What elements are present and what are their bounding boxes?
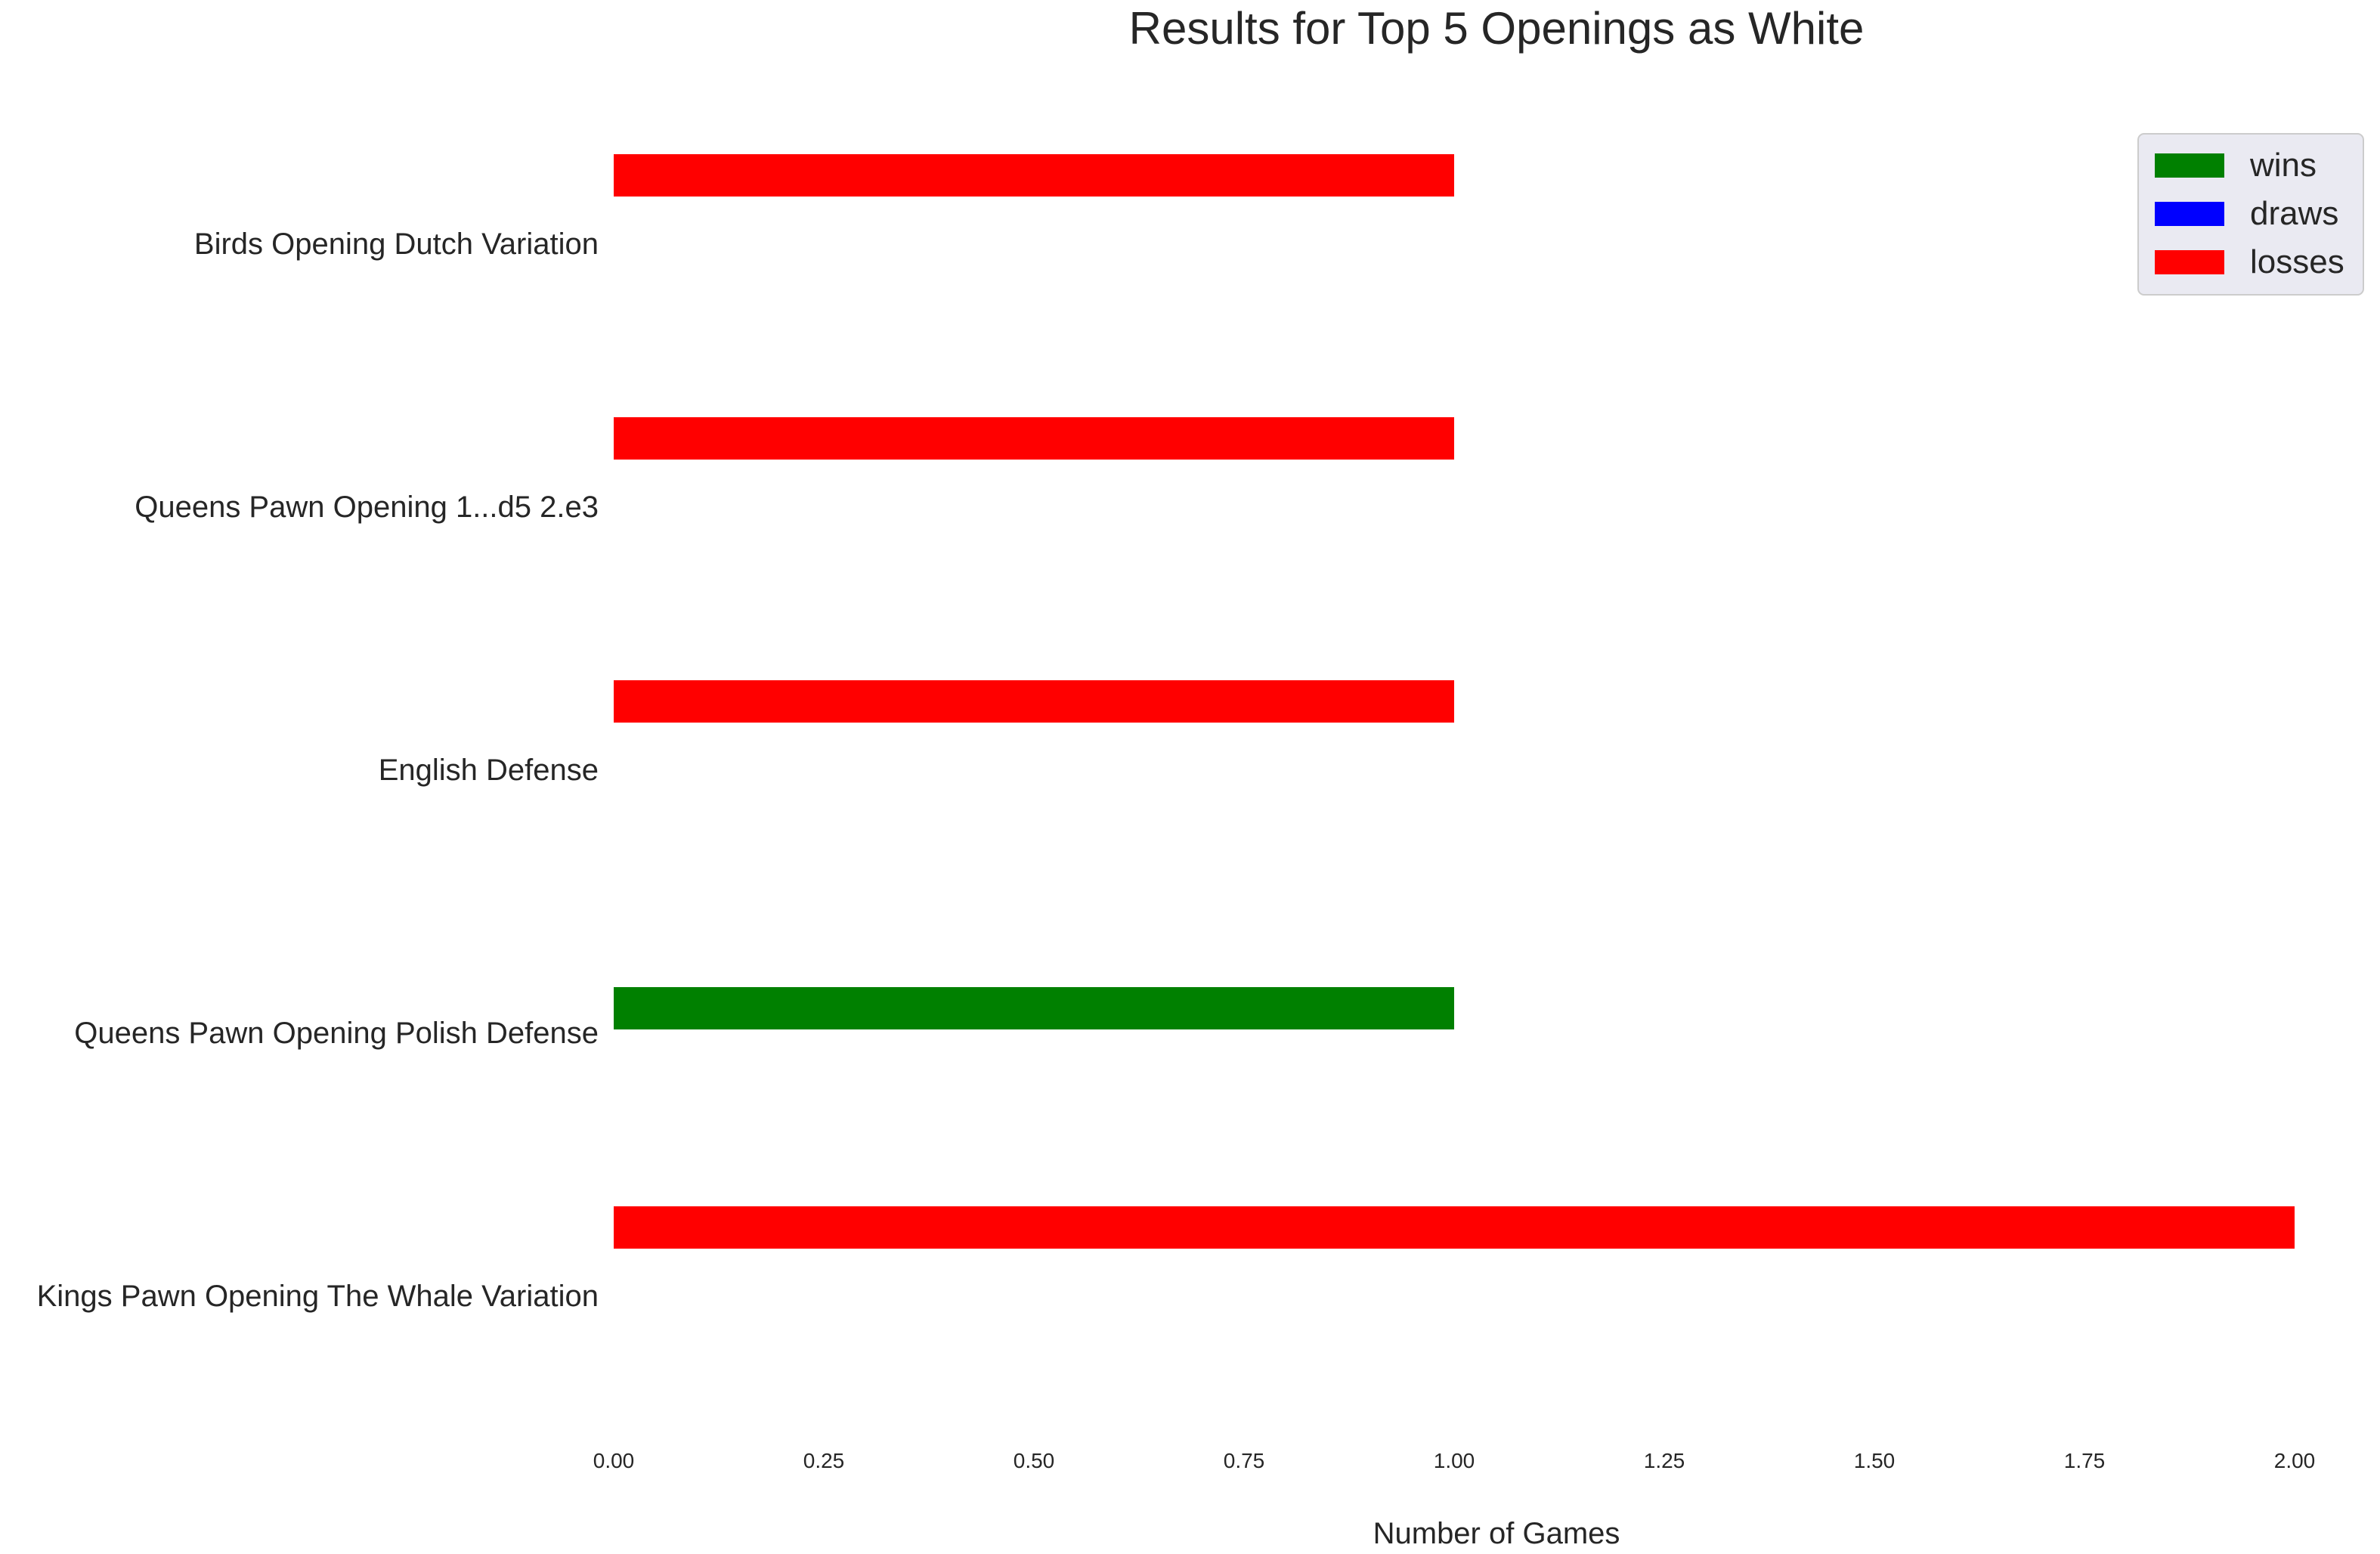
bar-losses-2 bbox=[614, 680, 1454, 723]
legend: wins draws losses bbox=[2137, 133, 2364, 296]
legend-label-wins: wins bbox=[2249, 147, 2317, 184]
legend-swatch-draws bbox=[2155, 202, 2224, 226]
bar-losses-1 bbox=[614, 417, 1454, 460]
legend-swatch-losses bbox=[2155, 250, 2224, 274]
x-tick-label: 2.00 bbox=[2274, 1449, 2316, 1472]
x-tick-label: 0.50 bbox=[1014, 1449, 1055, 1472]
legend-label-draws: draws bbox=[2250, 195, 2338, 232]
bar-wins-3 bbox=[614, 987, 1454, 1029]
x-tick-label: 1.50 bbox=[1854, 1449, 1896, 1472]
legend-swatch-wins bbox=[2155, 153, 2224, 178]
category-label: Birds Opening Dutch Variation bbox=[194, 228, 599, 261]
legend-items: wins draws losses bbox=[2155, 147, 2344, 280]
x-tick-label: 0.00 bbox=[593, 1449, 635, 1472]
category-label: English Defense bbox=[379, 754, 599, 787]
bars-layer bbox=[614, 154, 2295, 1249]
x-tick-label: 0.75 bbox=[1224, 1449, 1265, 1472]
bar-losses-4 bbox=[614, 1206, 2295, 1249]
x-tick-label: 1.00 bbox=[1434, 1449, 1475, 1472]
x-tick-label: 1.75 bbox=[2064, 1449, 2106, 1472]
x-tick-label: 1.25 bbox=[1644, 1449, 1685, 1472]
category-label: Queens Pawn Opening Polish Defense bbox=[74, 1017, 599, 1050]
bar-losses-0 bbox=[614, 154, 1454, 197]
category-label: Kings Pawn Opening The Whale Variation bbox=[37, 1280, 599, 1313]
chart-title: Results for Top 5 Openings as White bbox=[1129, 3, 1865, 54]
x-axis-label: Number of Games bbox=[1373, 1517, 1620, 1550]
x-tick-labels: 0.00 0.25 0.50 0.75 1.00 1.25 1.50 1.75 2.00 bbox=[593, 1449, 2316, 1472]
legend-label-losses: losses bbox=[2250, 243, 2344, 280]
x-tick-label: 0.25 bbox=[803, 1449, 845, 1472]
category-labels: Birds Opening Dutch Variation Queens Pawn… bbox=[37, 228, 599, 1313]
category-label: Queens Pawn Opening 1...d5 2.e3 bbox=[135, 491, 599, 524]
